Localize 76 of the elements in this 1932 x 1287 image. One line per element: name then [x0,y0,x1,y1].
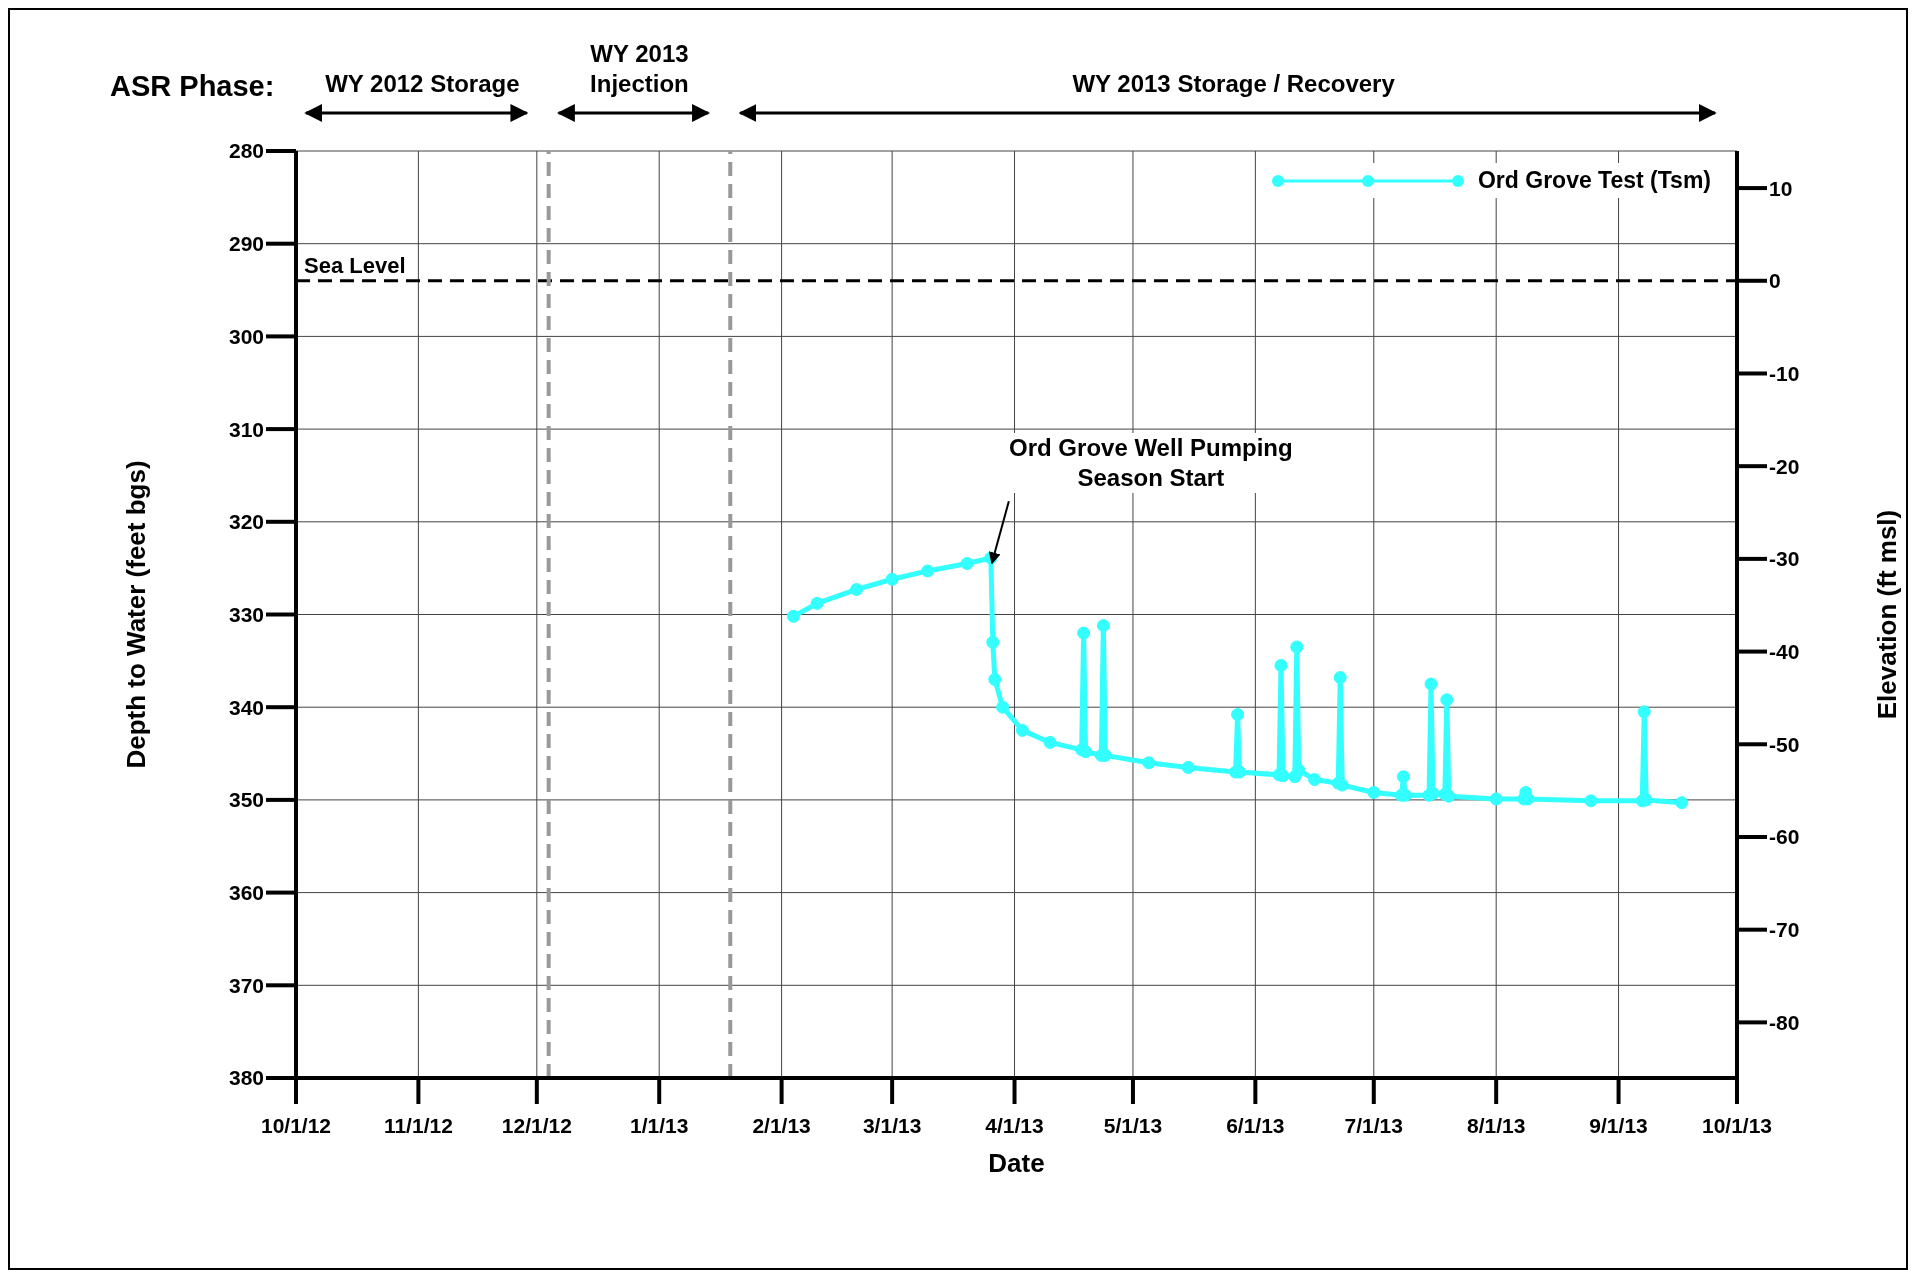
legend-label: Ord Grove Test (Tsm) [1477,167,1711,194]
y-tick-label: 340 [228,695,264,719]
x-tick-label: 4/1/13 [985,1113,1044,1137]
x-tick-label: 8/1/13 [1466,1113,1526,1137]
point [1231,708,1245,722]
point [1142,756,1156,770]
x-tick-label: 7/1/13 [1344,1113,1403,1137]
text: WY 2013 Injection [589,39,690,99]
point [960,557,974,571]
point [1079,745,1093,759]
y2-tick-label: 10 [1769,176,1793,200]
annotation: Ord Grove Well Pumping Season Start [1000,433,1301,494]
point [988,672,1002,686]
point [1043,735,1057,749]
y2-tick-label: -30 [1769,547,1800,571]
point [1181,760,1195,774]
point [921,564,935,578]
y2-tick-label: -70 [1769,918,1800,942]
y-tick-label: 350 [228,788,264,812]
y-tick-label: 380 [228,1066,264,1090]
point [1274,658,1288,672]
y-tick-label: 370 [228,973,264,997]
y-tick-label: 310 [228,417,264,441]
y-tick-label: 320 [228,510,264,534]
x-tick-label: 2/1/13 [752,1113,811,1137]
y2-tick-label: -50 [1769,732,1800,756]
point [1637,705,1651,719]
text: WY 2012 Storage [325,69,520,99]
point [1333,671,1347,685]
point [1290,640,1304,654]
point [1440,693,1454,707]
point [1489,792,1503,806]
point [1424,677,1438,691]
y-tick-label: 290 [228,232,264,256]
y2-axis-title: Elevation (ft msl) [1872,509,1903,720]
y2-tick-label: -60 [1769,825,1800,849]
y-axis-title: Depth to Water (feet bgs) [121,460,152,769]
point [810,596,824,610]
x-tick-label: 1/1/13 [630,1113,689,1137]
point [786,609,800,623]
point [850,582,864,596]
point [1308,773,1322,787]
y-tick-label: 280 [228,139,264,163]
y-tick-label: 330 [228,602,264,626]
point [1077,626,1091,640]
point [1015,723,1029,737]
text: WY 2013 Storage / Recovery [1072,69,1395,99]
point [1292,763,1306,777]
x-tick-label: 11/1/12 [383,1113,453,1137]
ref-line-label: Sea Level [304,252,406,278]
point [1367,785,1381,799]
y2-tick-label: -10 [1769,361,1800,385]
x-tick-label: 6/1/13 [1226,1113,1285,1137]
point [1675,796,1689,810]
point [1396,770,1410,784]
point [1335,778,1349,792]
y-tick-label: 300 [228,324,264,348]
x-tick-label: 3/1/13 [862,1113,922,1137]
text: ASR Phase: [110,70,275,103]
point [986,635,1000,649]
point [1442,789,1456,803]
y2-tick-label: -80 [1769,1010,1800,1034]
y2-tick-label: -20 [1769,454,1800,478]
point [1584,794,1598,808]
x-axis-title: Date [988,1148,1045,1178]
x-tick-label: 9/1/13 [1589,1113,1648,1137]
y-tick-label: 360 [228,881,264,905]
y2-tick-label: 0 [1769,269,1781,293]
x-tick-label: 10/1/12 [260,1113,332,1137]
x-tick-label: 10/1/13 [1701,1113,1773,1137]
y2-tick-label: -40 [1769,640,1800,664]
point [1096,619,1110,633]
point [996,700,1010,714]
x-tick-label: 12/1/12 [501,1113,572,1137]
x-tick-label: 5/1/13 [1103,1113,1163,1137]
point [885,572,899,586]
